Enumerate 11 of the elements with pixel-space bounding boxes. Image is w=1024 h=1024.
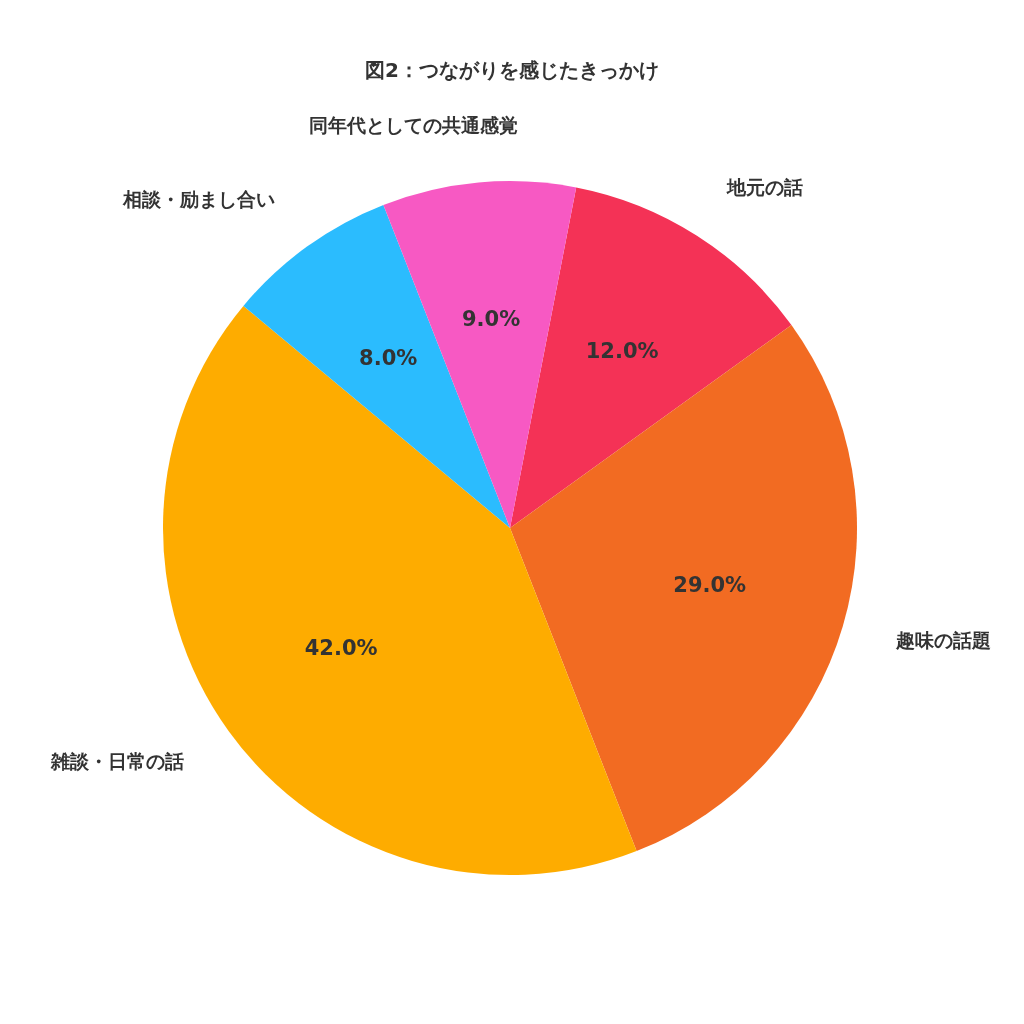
data-label: 8.0% (359, 345, 418, 370)
data-label: 29.0% (673, 573, 747, 598)
data-label: 9.0% (462, 307, 521, 332)
slice-label: 相談・励まし合い (121, 188, 275, 211)
data-label: 12.0% (585, 339, 659, 364)
chart-title: 図2：つながりを感じたきっかけ (365, 58, 659, 83)
slice-label: 地元の話 (725, 175, 803, 198)
slice-label: 趣味の話題 (895, 628, 992, 651)
slice-label: 雑談・日常の話 (49, 750, 184, 773)
data-label: 42.0% (304, 636, 378, 661)
slice-label: 同年代としての共通感覚 (309, 114, 519, 137)
